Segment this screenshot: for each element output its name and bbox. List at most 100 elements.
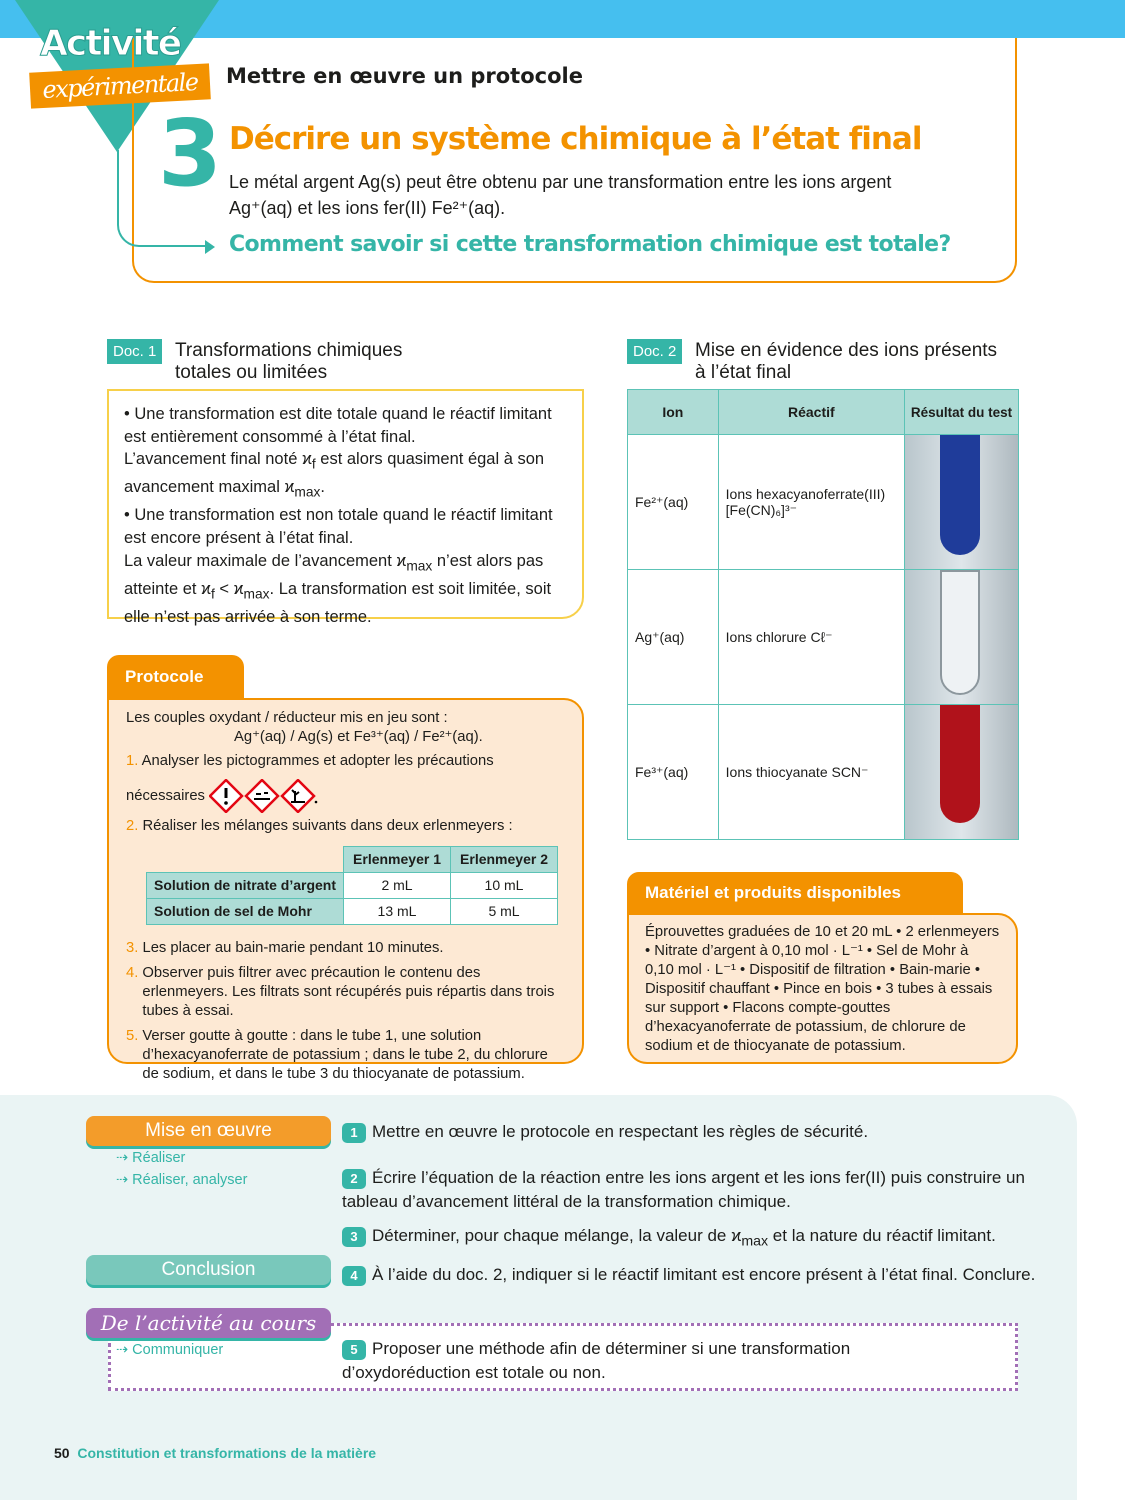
- question-5: 5 Proposer une méthode afin de déterminer…: [342, 1337, 962, 1385]
- dotted-frame-left: [108, 1343, 111, 1391]
- ion-cell: Fe³⁺(aq): [627, 704, 719, 840]
- chapter-title: Constitution et transformations de la ma…: [77, 1445, 377, 1461]
- question-number: 1: [342, 1123, 366, 1143]
- text: n’est alors pas atteinte et ϰ: [124, 551, 544, 598]
- cell: 2 mL: [343, 872, 452, 899]
- protocol-couples: Ag⁺(aq) / Ag(s) et Fe³⁺(aq) / Fe²⁺(aq).: [234, 729, 483, 745]
- skill-cours: De l’activité au cours: [86, 1308, 331, 1338]
- questions-section: [0, 1095, 1077, 1500]
- cell: 13 mL: [343, 898, 452, 925]
- corrosive-hazard-icon: [244, 779, 280, 813]
- protocol-tab: Protocole: [107, 655, 244, 699]
- text: La valeur maximale de l’avancement ϰ: [124, 551, 407, 570]
- badge-activite: Activité: [39, 23, 182, 64]
- question-text: Déterminer, pour chaque mélange, la vale…: [372, 1226, 742, 1245]
- table-row: Fe²⁺(aq) Ions hexacyanoferrate(III) [Fe(C…: [627, 434, 1020, 570]
- mix-table: Erlenmeyer 1 Erlenmeyer 2 Solution de nit…: [145, 846, 559, 925]
- cell: 10 mL: [450, 872, 559, 899]
- skill-sub: ⇢ Réaliser, analyser: [116, 1172, 248, 1188]
- doc2-title-line: à l’état final: [695, 362, 792, 383]
- question-text: Proposer une méthode afin de déterminer …: [342, 1339, 851, 1382]
- text: .: [320, 478, 325, 497]
- step-text: Observer puis filtrer avec précaution le…: [142, 965, 555, 1019]
- text: L’avancement final noté ϰ: [124, 450, 312, 469]
- step-number: 4.: [126, 965, 139, 981]
- protocol-box: Les couples oxydant / réducteur mis en j…: [107, 698, 584, 1082]
- question-number: 4: [342, 1266, 366, 1287]
- table-row: Ag⁺(aq) Ions chlorure Cℓ⁻: [627, 569, 1020, 705]
- question-number: 5: [342, 1340, 366, 1360]
- question-text: et la nature du réactif limitant.: [768, 1226, 996, 1245]
- table-row: Solution de sel de Mohr 13 mL 5 mL: [145, 898, 559, 925]
- doc1-label: Doc. 1: [107, 339, 163, 364]
- materials-box: Éprouvettes graduées de 10 et 20 mL • 2 …: [627, 913, 1018, 1064]
- question-text: À l’aide du doc. 2, indiquer si le réact…: [372, 1265, 1036, 1285]
- question-text: Écrire l’équation de la réaction entre l…: [342, 1168, 1025, 1211]
- footer: 50 Constitution et transformations de la…: [54, 1445, 376, 1461]
- step-number: 3.: [126, 940, 139, 956]
- question-2: 2 Écrire l’équation de la réaction entre …: [342, 1166, 1042, 1214]
- ion-cell: Fe²⁺(aq): [627, 434, 719, 570]
- exclamation-hazard-icon: [208, 779, 244, 813]
- subtitle: Mettre en œuvre un protocole: [226, 64, 583, 88]
- connector-line: [117, 150, 207, 247]
- text: max: [294, 484, 321, 500]
- skill-sub: ⇢ Communiquer: [116, 1342, 224, 1358]
- protocol-intro: Les couples oxydant / réducteur mis en j…: [126, 710, 448, 726]
- question-3: 3 Déterminer, pour chaque mélange, la val…: [342, 1224, 1042, 1253]
- skill-mise-en-oeuvre: Mise en œuvre: [86, 1116, 331, 1146]
- table-row: Solution de nitrate d’argent 2 mL 10 mL: [145, 872, 559, 899]
- doc1-title-line: Transformations chimiques: [175, 340, 403, 361]
- doc2-label: Doc. 2: [627, 339, 683, 364]
- reagent-cell: Ions chlorure Cℓ⁻: [717, 569, 905, 705]
- step-text: nécessaires: [126, 787, 205, 804]
- ions-table: Ion Réactif Résultat du test Fe²⁺(aq) Ions …: [627, 389, 1020, 840]
- step-text: Les placer au bain-marie pendant 10 minu…: [142, 940, 444, 956]
- text: est alors quasiment égal à son avancemen…: [124, 450, 545, 497]
- ion-cell: Ag⁺(aq): [627, 569, 719, 705]
- doc1-box: • Une transformation est dite totale qua…: [107, 389, 584, 626]
- doc1-paragraph: La valeur maximale de l’avancement ϰmax …: [124, 550, 567, 629]
- question-1: 1 Mettre en œuvre le protocole en respect…: [342, 1120, 1042, 1144]
- step-number: 5.: [126, 1028, 139, 1044]
- row-header: Solution de nitrate d’argent: [145, 872, 345, 899]
- hazard-pictograms: [208, 779, 318, 813]
- doc2-title-line: Mise en évidence des ions présents: [695, 340, 998, 361]
- doc1-title-line: totales ou limitées: [175, 362, 328, 383]
- table-row: Fe³⁺(aq) Ions thiocyanate SCN⁻: [627, 704, 1020, 840]
- test-tube-photo-white: [904, 570, 1018, 704]
- question-text: Mettre en œuvre le protocole en respecta…: [372, 1122, 869, 1141]
- question-number: 3: [342, 1227, 366, 1247]
- doc1-paragraph: • Une transformation est non totale quan…: [124, 506, 553, 548]
- arrow-right-icon: [205, 240, 215, 254]
- activity-number: 3: [158, 100, 223, 207]
- intro-line: Ag⁺(aq) et les ions fer(II) Fe²⁺(aq).: [229, 198, 506, 218]
- doc1-title: Transformations chimiques totales ou limi…: [175, 340, 402, 384]
- column-header: Erlenmeyer 1: [343, 846, 452, 873]
- doc2-title: Mise en évidence des ions présents à l’ét…: [695, 340, 997, 384]
- page-title: Décrire un système chimique à l’état fin…: [229, 121, 922, 157]
- intro-line: Le métal argent Ag(s) peut être obtenu p…: [229, 172, 892, 192]
- text: f: [210, 586, 215, 602]
- row-header: Solution de sel de Mohr: [145, 898, 345, 925]
- column-header: Erlenmeyer 2: [450, 846, 559, 873]
- column-header: Réactif: [717, 389, 905, 435]
- test-tube-photo-red: [904, 705, 1018, 839]
- text: max: [406, 558, 433, 574]
- doc1-paragraph: • Une transformation est dite totale qua…: [124, 405, 552, 446]
- page-number: 50: [54, 1445, 70, 1461]
- text: f: [311, 456, 316, 472]
- questions-list: 1 Mettre en œuvre le protocole en respect…: [342, 1120, 1042, 1287]
- step-number: 1.: [126, 753, 139, 769]
- cell: 5 mL: [450, 898, 559, 925]
- question-text: max: [741, 1233, 769, 1250]
- question-4: 4 À l’aide du doc. 2, indiquer si le réac…: [342, 1263, 1042, 1287]
- step-text: Réaliser les mélanges suivants dans deux…: [142, 818, 513, 834]
- materials-tab: Matériel et produits disponibles: [627, 872, 963, 914]
- environment-hazard-icon: [280, 779, 316, 813]
- skill-sub: ⇢ Réaliser: [116, 1150, 186, 1166]
- test-tube-photo-blue: [904, 435, 1018, 569]
- step-text: Analyser les pictogrammes et adopter les…: [141, 753, 494, 769]
- step-number: 2.: [126, 818, 139, 834]
- text: < ϰ: [214, 579, 244, 598]
